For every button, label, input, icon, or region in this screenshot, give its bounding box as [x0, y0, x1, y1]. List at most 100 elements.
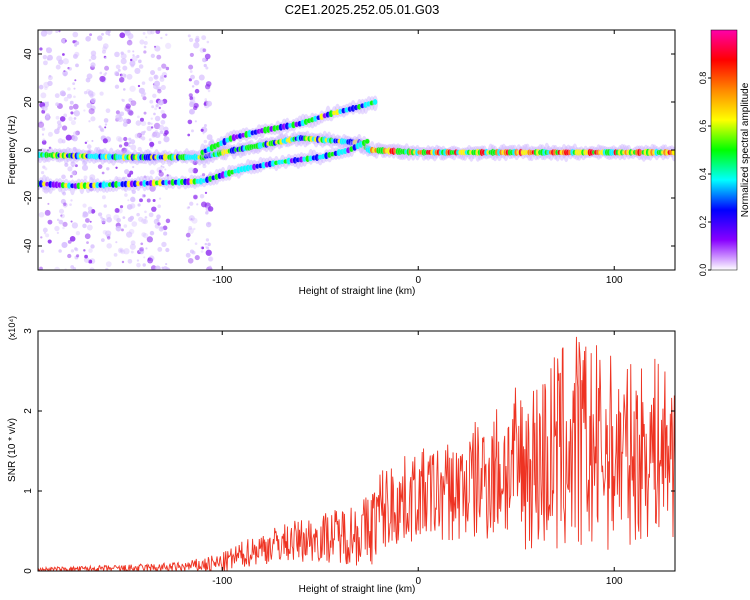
spectrogram-cell	[72, 146, 77, 152]
spectrogram-cell	[67, 182, 72, 189]
spectrogram-cell	[163, 136, 170, 143]
spectrogram-cell	[162, 225, 168, 231]
spectrogram-cell	[74, 164, 78, 168]
spectrogram-cell	[103, 204, 107, 208]
spectrogram-cell	[122, 216, 126, 219]
spectrogram-cell	[61, 125, 68, 131]
spectrogram-cell	[139, 198, 143, 203]
spectrogram-cell	[155, 30, 161, 35]
spectrogram-cell	[55, 64, 61, 70]
spectrogram-cell	[137, 203, 141, 207]
spectrogram-cell	[90, 244, 95, 249]
spectrogram-cell	[45, 186, 51, 193]
spectrogram-cell	[206, 246, 210, 250]
snr-panel: -100 0 100 0 1 2 3 Height of straight line (km…	[7, 316, 676, 595]
spectrogram-cell	[128, 38, 132, 42]
spectrogram-cell	[154, 265, 161, 270]
spectrogram-cell	[204, 191, 208, 195]
spectrogram-cell	[205, 221, 212, 228]
spectrogram-cell	[90, 97, 96, 103]
spectrogram-cell	[76, 182, 81, 190]
snr-marks	[38, 336, 675, 571]
spectrogram-cell	[286, 157, 292, 165]
spectrogram-cell	[104, 65, 110, 71]
spectrogram-cell	[84, 218, 90, 223]
spectrogram-cell	[204, 98, 208, 101]
spectrogram-cell	[73, 95, 76, 99]
spectrogram-cell	[47, 131, 53, 137]
spectrogram-cell	[141, 193, 146, 198]
spectrogram-cell	[151, 206, 157, 212]
spectrogram-cell	[123, 224, 128, 228]
spectrogram-cell	[131, 221, 138, 227]
spectrogram-cell	[127, 49, 131, 53]
spectrogram-cell	[68, 67, 72, 71]
spectrogram-ytick-label: -40	[23, 238, 34, 253]
spectrogram-cell	[63, 202, 67, 206]
spectrogram-cell	[180, 178, 185, 186]
spectrogram-cell	[92, 182, 97, 189]
spectrogram-cell	[72, 135, 78, 142]
spectrogram-cell	[38, 84, 44, 90]
spectrogram-cell	[132, 165, 135, 169]
colorbar-tick-label: 0.6	[698, 120, 708, 133]
spectrogram-cell	[45, 233, 50, 238]
spectrogram-cell	[189, 70, 193, 73]
spectrogram-cell	[73, 110, 80, 117]
spectrogram-cell	[139, 246, 144, 252]
snr-ylabel: SNR (10 * v/v)	[7, 418, 18, 482]
spectrogram-cell	[72, 82, 76, 86]
spectrogram-cell	[60, 182, 66, 189]
spectrogram-cell	[136, 132, 142, 138]
spectrogram-cell	[189, 201, 194, 206]
spectrogram-cell	[126, 204, 133, 210]
spectrogram-cell	[86, 144, 92, 149]
spectrogram-cell	[61, 241, 68, 248]
spectrogram-cell	[161, 180, 166, 186]
spectrogram-cell	[42, 105, 48, 112]
spectrogram-cell	[199, 194, 205, 199]
spectrogram-cell	[62, 221, 68, 227]
spectrogram-ytick-label: -20	[23, 190, 34, 205]
spectrogram-cell	[124, 169, 130, 175]
spectrogram-cell	[162, 266, 169, 270]
spectrogram-cell	[67, 240, 72, 244]
spectrogram-cell	[158, 226, 164, 232]
spectrogram-cell	[69, 203, 72, 206]
spectrogram-cell	[138, 64, 144, 69]
spectrogram-ytick-label: 40	[23, 48, 34, 60]
spectrogram-cell	[162, 166, 165, 169]
spectrogram-cell	[194, 242, 198, 245]
spectrogram-cell	[67, 166, 73, 172]
spectrogram-cell	[163, 231, 168, 236]
spectrogram-cell	[141, 81, 146, 85]
spectrogram-cell	[145, 247, 148, 250]
spectrogram-cell	[57, 123, 62, 129]
spectrogram-cell	[100, 149, 104, 153]
spectrogram-cell	[91, 139, 94, 142]
spectrogram-cell	[129, 243, 136, 250]
spectrogram-cell	[123, 136, 128, 142]
spectrogram-ytick-label: 0	[23, 147, 34, 153]
spectrogram-cell	[143, 111, 147, 115]
spectrogram-cell	[65, 134, 72, 141]
spectrogram-cell	[193, 184, 196, 187]
spectrogram-cell	[91, 93, 94, 96]
spectrogram-cell	[207, 206, 214, 212]
spectrogram-cell	[106, 236, 111, 240]
spectrogram-cell	[165, 66, 170, 71]
spectrogram-cell	[136, 262, 141, 268]
spectrogram-cell	[70, 111, 74, 115]
colorbar-tick-label: 0.2	[698, 216, 708, 229]
spectrogram-cell	[69, 100, 74, 105]
spectrogram-cell	[121, 147, 127, 154]
spectrogram-cell	[87, 150, 91, 155]
spectrogram-cell	[43, 60, 48, 66]
spectrogram-ytick-label: 20	[23, 96, 34, 108]
spectrogram-cell	[204, 83, 211, 90]
spectrogram-cell	[44, 86, 48, 91]
spectrogram-cell	[247, 130, 252, 138]
spectrogram-cell	[157, 88, 162, 94]
spectrogram-cell	[153, 122, 161, 130]
spectrogram-cell	[142, 233, 149, 239]
